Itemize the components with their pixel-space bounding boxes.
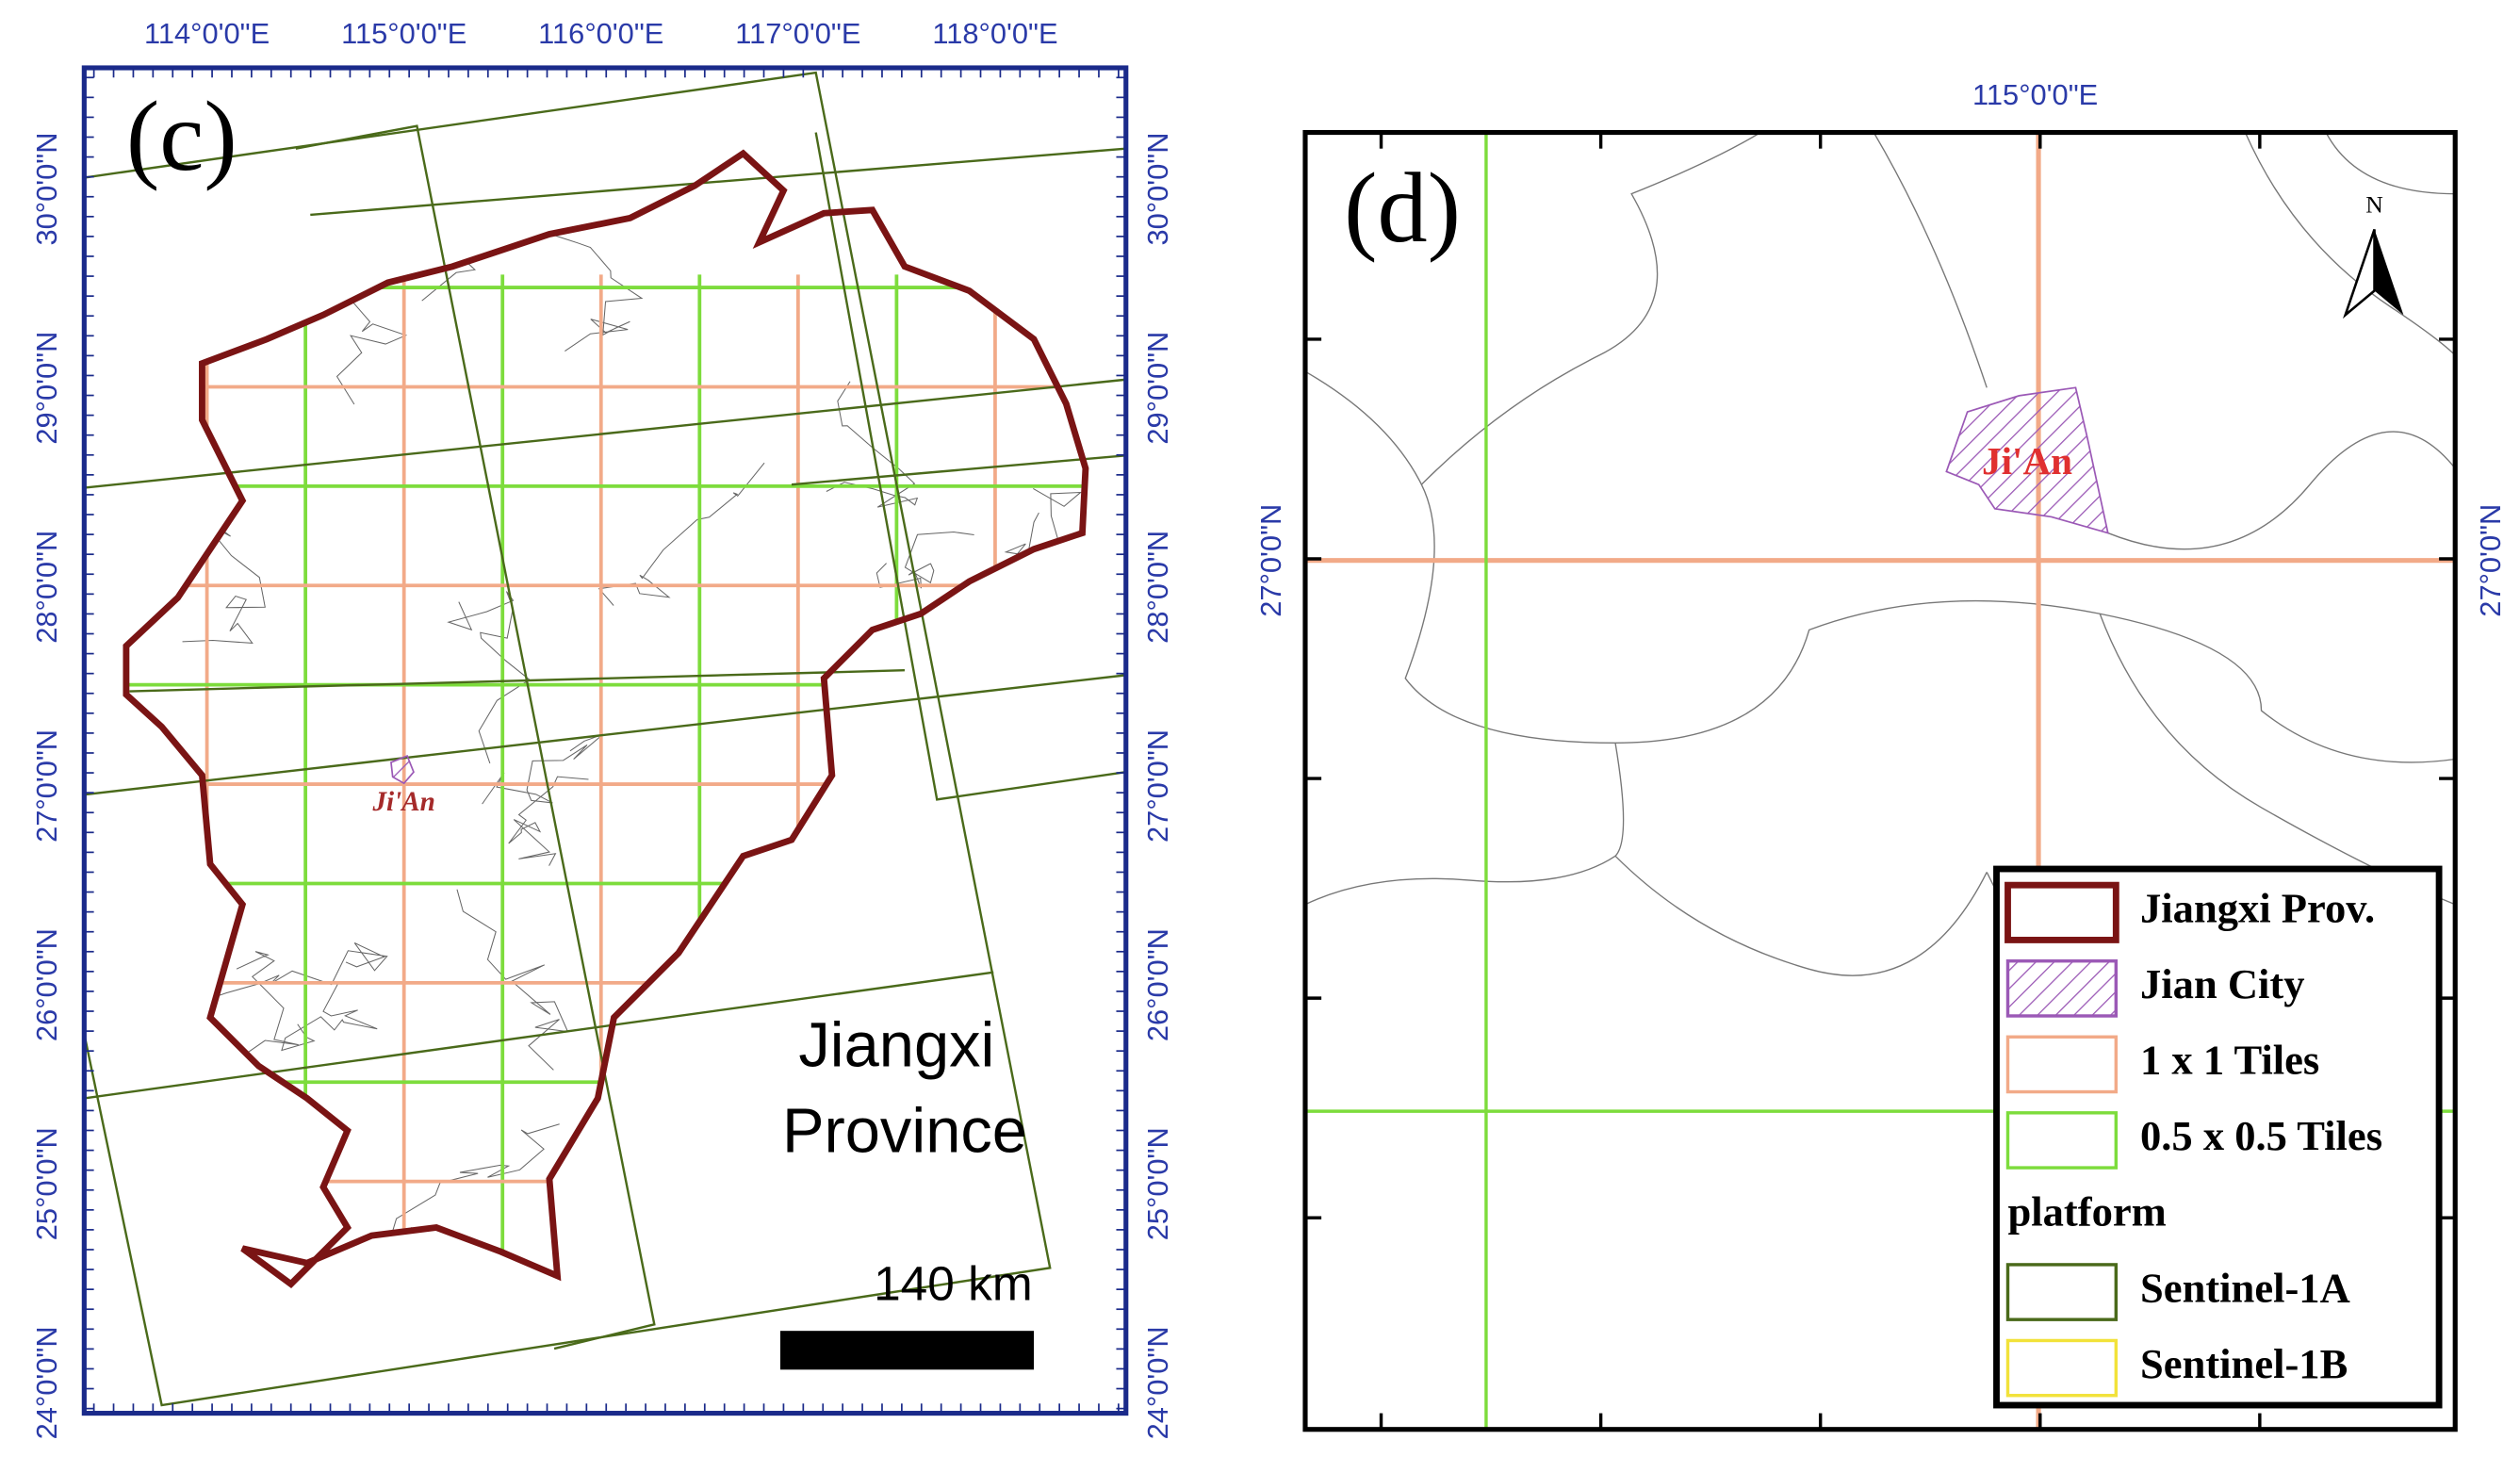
scale-label: 140 km	[874, 1255, 1033, 1310]
county-line	[875, 532, 974, 589]
county-line	[125, 551, 128, 717]
north-label: N	[2365, 190, 2383, 218]
lat-label: 29°0'0"N	[30, 332, 63, 445]
map-frame	[1302, 129, 2458, 1432]
lat-label: 28°0'0"N	[30, 531, 63, 644]
lon-label: 117°0'0"E	[735, 17, 860, 50]
sentinel-footprint	[814, 132, 1126, 801]
legend-swatch	[2005, 1111, 2119, 1170]
sentinel-footprint	[791, 454, 1126, 486]
legend-label: Sentinel-1B	[2140, 1340, 2348, 1387]
lat-label: 29°0'0"N	[1141, 332, 1174, 445]
county-line	[1873, 132, 1988, 388]
legend-group-title: platform	[2007, 1188, 2166, 1236]
north-arrow	[2374, 229, 2404, 316]
lat-label: 30°0'0"N	[1141, 133, 1174, 246]
legend-label: 1 x 1 Tiles	[2140, 1037, 2319, 1084]
county-line	[1420, 132, 1761, 485]
county-line	[447, 591, 531, 764]
lat-label: 27°0'0"N	[1254, 504, 1287, 617]
county-line	[125, 221, 212, 481]
map-title: Jiangxi	[798, 1011, 994, 1081]
legend-swatch	[2005, 1338, 2119, 1398]
lat-label: 26°0'0"N	[1141, 928, 1174, 1041]
sentinel-footprint	[310, 147, 1126, 217]
panel-d: Ji'An 115°0'0"E 27°0'0"N 27°0'0"N (d) N Jiangx…	[1254, 78, 2507, 1432]
jian-city	[1945, 386, 2109, 534]
lon-label: 115°0'0"E	[1972, 78, 2098, 111]
legend-label: Sentinel-1A	[2140, 1264, 2350, 1311]
lat-label: 25°0'0"N	[1141, 1127, 1174, 1240]
lon-label: 116°0'0"E	[538, 17, 663, 50]
county-line	[2107, 431, 2456, 550]
county-line	[539, 230, 644, 352]
lon-label: 118°0'0"E	[932, 17, 1057, 50]
county-line	[508, 776, 589, 866]
county-line	[389, 1123, 560, 1239]
legend-swatch	[2005, 959, 2119, 1018]
province-outline	[123, 149, 1089, 1288]
sentinel-footprint	[84, 674, 1126, 796]
sentinel-footprint	[129, 669, 905, 693]
legend-label: 0.5 x 0.5 Tiles	[2140, 1112, 2382, 1159]
county-line	[1004, 512, 1086, 690]
map-frame	[81, 65, 1129, 1416]
county-line	[456, 889, 569, 1071]
lat-label: 27°0'0"N	[2474, 504, 2507, 617]
lon-label: 115°0'0"E	[341, 17, 466, 50]
lat-label: 27°0'0"N	[1141, 729, 1174, 843]
county-line	[1304, 370, 2456, 763]
lon-label: 114°0'0"E	[144, 17, 270, 50]
legend-swatch	[2005, 1263, 2119, 1321]
panel-c: Ji'An 114°0'0"E 115°0'0"E 116°0'0"E 117°0'0"…	[30, 17, 1174, 1440]
county-line	[2244, 132, 2456, 372]
legend-label: Jiangxi Prov.	[2140, 885, 2375, 932]
lat-label: 27°0'0"N	[30, 729, 63, 843]
jian-city	[390, 754, 415, 785]
panel-label: (c)	[126, 80, 237, 191]
sentinel-footprint	[84, 378, 1126, 489]
county-line	[2325, 132, 2456, 195]
county-line	[1614, 743, 1625, 857]
county-line	[1304, 855, 1988, 976]
county-line	[281, 981, 378, 1052]
lat-label: 24°0'0"N	[30, 1326, 63, 1439]
city-label: Ji'An	[1982, 439, 2072, 483]
lat-label: 28°0'0"N	[1141, 531, 1174, 644]
legend-swatch	[2005, 1035, 2119, 1094]
legend-swatch	[2005, 881, 2119, 943]
panel-label: (d)	[1344, 152, 1461, 263]
county-line	[335, 250, 460, 405]
sentinel-footprint	[84, 71, 1052, 1407]
legend-label: Jian City	[2140, 960, 2305, 1007]
scale-bar	[779, 1331, 1035, 1370]
north-arrow	[2342, 228, 2376, 319]
map-title: Province	[782, 1096, 1027, 1166]
lat-label: 30°0'0"N	[30, 133, 63, 246]
county-line	[482, 733, 604, 805]
lat-label: 24°0'0"N	[1141, 1326, 1174, 1439]
county-line	[2099, 614, 2456, 906]
map-content	[84, 71, 1126, 1407]
lat-label: 26°0'0"N	[30, 928, 63, 1041]
lat-label: 25°0'0"N	[30, 1127, 63, 1240]
sentinel-footprint	[84, 971, 994, 1100]
city-label: Ji'An	[371, 787, 434, 817]
